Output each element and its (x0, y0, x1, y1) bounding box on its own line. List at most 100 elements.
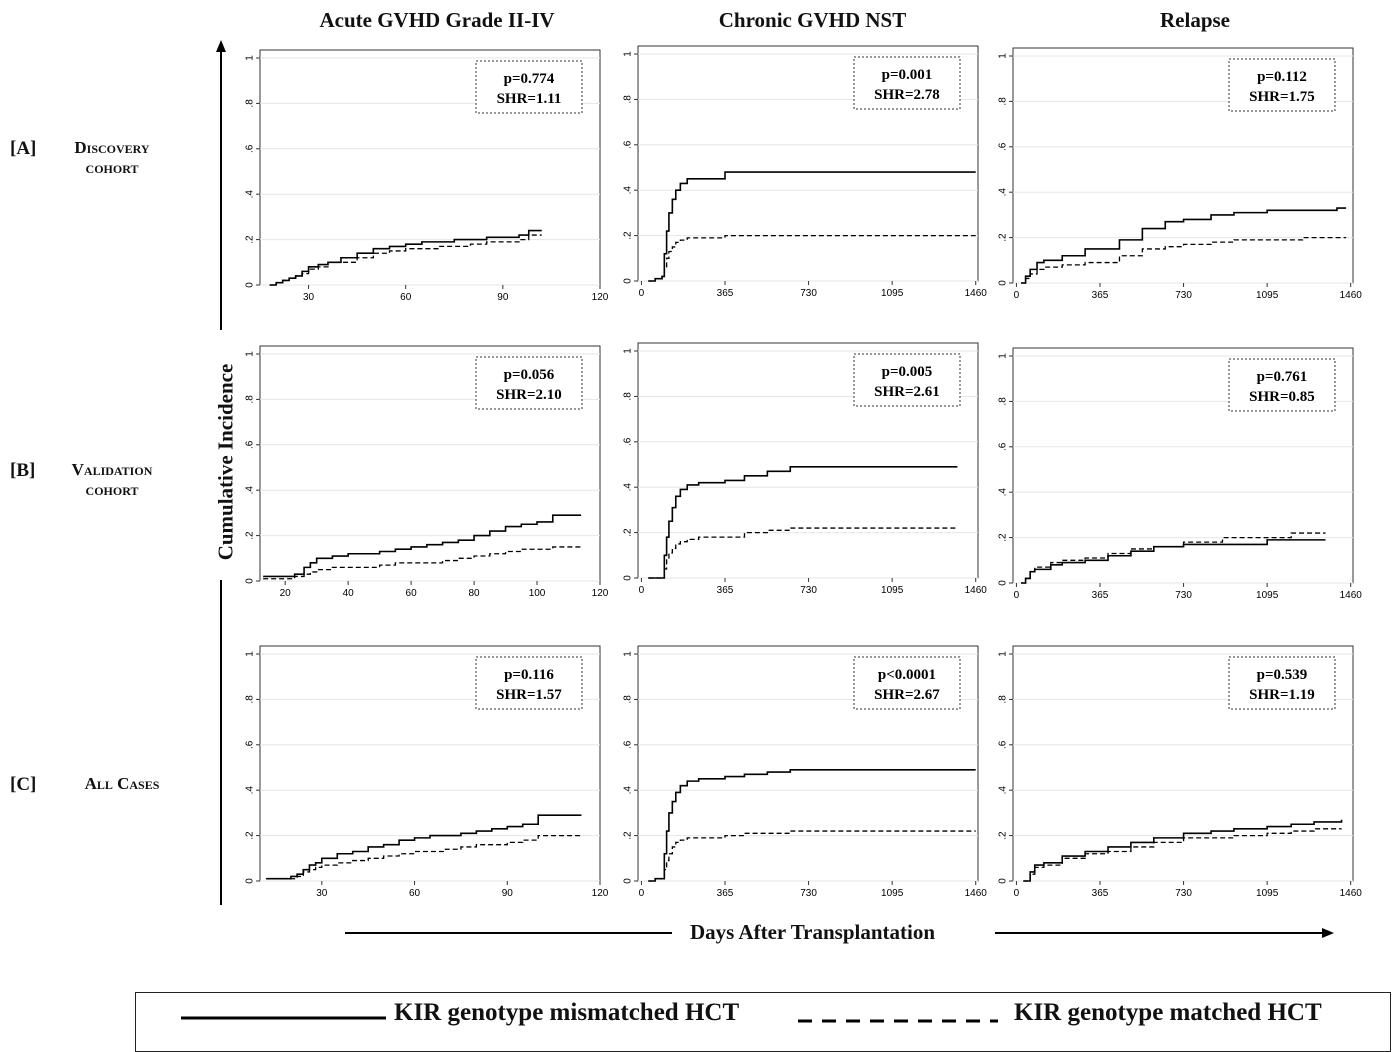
annotation-box (475, 60, 583, 114)
annotation-box (1228, 656, 1336, 710)
x-tick-label: 0 (639, 888, 645, 899)
panel-a-acute: 0 .2 .4 .6 .8 1 30 60 90 120 p=0.774 SHR=1.11 (232, 42, 612, 317)
y-tick-label: .2 (245, 831, 256, 840)
x-axis-label: Days After Transplantation (690, 920, 936, 944)
y-tick-label: .4 (623, 483, 634, 492)
series-line-mismatched (648, 768, 976, 882)
legend-dashed-swatch (798, 1019, 998, 1023)
x-tick-label: 100 (529, 588, 546, 599)
y-tick-label: 1 (245, 651, 256, 657)
panel-a-chronic: 0 .2 .4 .6 .8 1 0 365 730 1095 1460 p=0.001 SHR=2.78 (610, 38, 990, 313)
y-tick-label: .4 (623, 786, 634, 795)
x-tick-label: 365 (1092, 888, 1109, 899)
y-tick-label: .4 (998, 488, 1009, 497)
series-line-mismatched (263, 514, 582, 578)
x-tick-label: 1460 (1340, 290, 1363, 301)
x-tick-label: 1095 (881, 585, 904, 596)
x-tick-label: 1460 (1340, 888, 1363, 899)
y-tick-label: .6 (623, 140, 634, 149)
y-tick-label: .4 (245, 190, 256, 199)
y-tick-label: 0 (998, 580, 1009, 586)
panel-b-acute: 0.2.4.6.8 1 20 40 60 80 100 120 p=0.056 SHR=2.10 (232, 338, 612, 613)
x-tick-label: 20 (280, 588, 292, 599)
y-tick-label: .6 (245, 440, 256, 449)
column-title-chronic-gvhd: Chronic GVHD NST (718, 8, 907, 32)
annotation-box (853, 656, 961, 710)
x-tick-label: 730 (1175, 888, 1192, 899)
y-tick-label: .8 (623, 392, 634, 401)
y-tick-label: 0 (623, 278, 634, 284)
x-tick-label: 1095 (881, 288, 904, 299)
x-tick-label: 730 (800, 888, 817, 899)
y-tick-label: 1 (245, 351, 256, 357)
x-tick-label: 0 (639, 585, 645, 596)
p-value: p=0.056 (504, 367, 555, 383)
y-tick-label: 0 (623, 878, 634, 884)
series-line-matched (269, 234, 542, 286)
annotation-box (1228, 358, 1336, 412)
y-tick-label: .6 (623, 437, 634, 446)
shr-value: SHR=2.67 (874, 687, 940, 703)
y-tick-label: .8 (245, 695, 256, 704)
y-tick-label: .2 (623, 831, 634, 840)
y-tick-label: .8 (623, 95, 634, 104)
legend-mismatched-label: KIR genotype mismatched HCT (394, 999, 740, 1026)
x-tick-label: 1095 (1256, 590, 1279, 601)
series-line-mismatched (269, 229, 542, 286)
row-tag-a: [A] (10, 138, 37, 159)
y-tick-label: .6 (998, 740, 1009, 749)
y-tick-label: .2 (245, 531, 256, 540)
shr-value: SHR=2.61 (874, 384, 940, 400)
series-line-matched (263, 546, 582, 580)
y-tick-label: .2 (998, 831, 1009, 840)
y-tick-label: 0 (623, 575, 634, 581)
annotation-box (475, 656, 583, 710)
x-tick-label: 1095 (1256, 888, 1279, 899)
y-tick-label: .4 (998, 188, 1009, 197)
x-tick-label: 365 (717, 888, 734, 899)
x-tick-label: 120 (592, 888, 609, 899)
y-tick-label: .8 (998, 695, 1009, 704)
x-tick-label: 0 (1014, 590, 1020, 601)
x-tick-label: 1460 (1340, 590, 1363, 601)
legend-matched-label: KIR genotype matched HCT (1014, 999, 1322, 1026)
p-value: p=0.761 (1257, 369, 1308, 385)
x-tick-label: 80 (469, 588, 481, 599)
series-line-mismatched (1021, 539, 1326, 584)
x-tick-label: 1460 (965, 585, 988, 596)
y-tick-label: 1 (245, 55, 256, 61)
y-tick-label: 1 (623, 348, 634, 354)
x-tick-label: 0 (1014, 290, 1020, 301)
annotation-box (853, 353, 961, 407)
series-line-mismatched (648, 465, 958, 579)
row-tag-c: [C] (10, 774, 37, 795)
series-line-matched (266, 834, 582, 880)
annotation-box (475, 356, 583, 410)
x-tick-label: 730 (800, 585, 817, 596)
annotation-box (853, 56, 961, 110)
row-text-a: Discovery cohort (74, 138, 150, 177)
annotation-box (1228, 58, 1336, 112)
y-tick-label: .8 (998, 97, 1009, 106)
x-tick-label: 60 (406, 588, 418, 599)
panel-b-chronic: 0 .2 .4 .6 .8 1 0 365 730 1095 1460 p=0.005 SHR=2.61 (610, 335, 990, 610)
x-tick-label: 730 (1175, 290, 1192, 301)
y-tick-label: .6 (245, 144, 256, 153)
x-tick-label: 120 (592, 588, 609, 599)
x-tick-label: 40 (343, 588, 355, 599)
p-value: p=0.116 (504, 667, 554, 683)
legend-solid-swatch (181, 1016, 386, 1020)
series-line-matched (648, 830, 976, 882)
y-tick-label: .2 (998, 533, 1009, 542)
column-title-relapse: Relapse (1160, 8, 1230, 32)
shr-value: SHR=0.85 (1249, 389, 1315, 405)
x-tick-label: 60 (409, 888, 421, 899)
y-tick-label: .6 (245, 740, 256, 749)
p-value: p<0.0001 (878, 667, 936, 683)
x-tick-label: 1095 (1256, 290, 1279, 301)
y-tick-label: .6 (623, 740, 634, 749)
series-line-mismatched (266, 814, 582, 880)
y-tick-label: 0 (245, 878, 256, 884)
y-tick-label: .4 (998, 786, 1009, 795)
